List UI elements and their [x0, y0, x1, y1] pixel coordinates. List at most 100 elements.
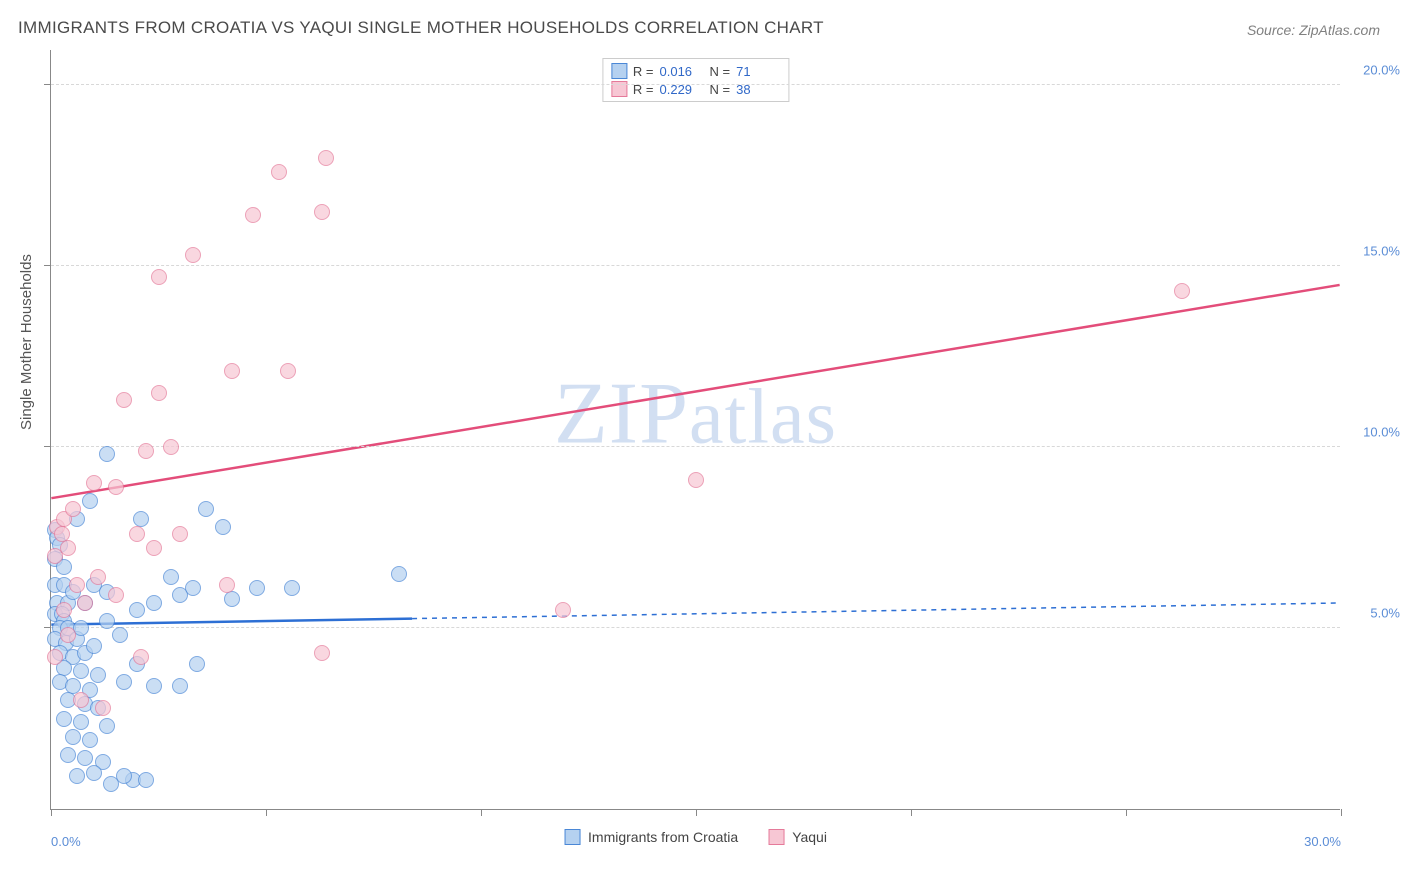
data-point: [185, 580, 201, 596]
data-point: [82, 732, 98, 748]
data-point: [108, 587, 124, 603]
gridline-h: [51, 265, 1340, 266]
data-point: [163, 569, 179, 585]
tick-x: [51, 809, 52, 816]
data-point: [688, 472, 704, 488]
x-tick-label: 30.0%: [1304, 834, 1341, 849]
legend-swatch: [768, 829, 784, 845]
stat-legend-box: R = 0.016 N = 71R =0.229N =38: [602, 58, 789, 102]
legend-label: Immigrants from Croatia: [588, 829, 738, 845]
data-point: [172, 526, 188, 542]
tick-x: [696, 809, 697, 816]
stat-legend-row: R =0.229N =38: [611, 80, 780, 98]
data-point: [116, 392, 132, 408]
data-point: [146, 678, 162, 694]
data-point: [90, 667, 106, 683]
data-point: [280, 363, 296, 379]
data-point: [391, 566, 407, 582]
data-point: [172, 678, 188, 694]
gridline-h: [51, 84, 1340, 85]
regression-line-dashed: [412, 603, 1340, 619]
tick-x: [1126, 809, 1127, 816]
source-label: Source: ZipAtlas.com: [1247, 22, 1380, 38]
tick-y: [44, 265, 51, 266]
tick-x: [1341, 809, 1342, 816]
data-point: [318, 150, 334, 166]
data-point: [224, 363, 240, 379]
data-point: [60, 747, 76, 763]
data-point: [245, 207, 261, 223]
data-point: [138, 443, 154, 459]
data-point: [116, 768, 132, 784]
data-point: [47, 548, 63, 564]
data-point: [112, 627, 128, 643]
legend-item: Immigrants from Croatia: [564, 829, 738, 845]
data-point: [185, 247, 201, 263]
data-point: [138, 772, 154, 788]
data-point: [99, 446, 115, 462]
legend-swatch: [564, 829, 580, 845]
tick-x: [266, 809, 267, 816]
data-point: [90, 569, 106, 585]
data-point: [69, 577, 85, 593]
regression-line-solid: [51, 285, 1339, 498]
data-point: [219, 577, 235, 593]
y-tick-label: 20.0%: [1363, 63, 1400, 78]
data-point: [86, 765, 102, 781]
tick-y: [44, 627, 51, 628]
data-point: [108, 479, 124, 495]
tick-y: [44, 84, 51, 85]
data-point: [314, 204, 330, 220]
data-point: [86, 475, 102, 491]
data-point: [56, 711, 72, 727]
data-point: [146, 595, 162, 611]
data-point: [77, 750, 93, 766]
data-point: [73, 714, 89, 730]
data-point: [82, 493, 98, 509]
data-point: [224, 591, 240, 607]
stat-r-value: 0.016: [660, 64, 704, 79]
gridline-h: [51, 446, 1340, 447]
data-point: [249, 580, 265, 596]
data-point: [65, 501, 81, 517]
data-point: [73, 692, 89, 708]
data-point: [73, 663, 89, 679]
tick-x: [911, 809, 912, 816]
y-axis-title: Single Mother Households: [18, 254, 35, 430]
data-point: [133, 649, 149, 665]
data-point: [99, 718, 115, 734]
y-tick-label: 10.0%: [1363, 425, 1400, 440]
chart-title: IMMIGRANTS FROM CROATIA VS YAQUI SINGLE …: [18, 18, 824, 38]
data-point: [69, 768, 85, 784]
regression-lines-layer: [51, 50, 1340, 809]
y-tick-label: 5.0%: [1370, 606, 1400, 621]
chart-container: IMMIGRANTS FROM CROATIA VS YAQUI SINGLE …: [0, 0, 1406, 892]
data-point: [47, 649, 63, 665]
data-point: [77, 595, 93, 611]
series-legend: Immigrants from Croatia Yaqui: [564, 829, 827, 845]
data-point: [189, 656, 205, 672]
data-point: [56, 602, 72, 618]
tick-y: [44, 446, 51, 447]
x-tick-label: 0.0%: [51, 834, 81, 849]
stat-n-key: N =: [710, 64, 731, 79]
data-point: [99, 613, 115, 629]
data-point: [271, 164, 287, 180]
data-point: [60, 627, 76, 643]
stat-r-key: R =: [633, 64, 654, 79]
legend-swatch: [611, 63, 627, 79]
watermark: ZIPatlas: [554, 364, 837, 465]
tick-x: [481, 809, 482, 816]
data-point: [116, 674, 132, 690]
stat-legend-row: R = 0.016 N = 71: [611, 62, 780, 80]
y-tick-label: 15.0%: [1363, 244, 1400, 259]
legend-item: Yaqui: [768, 829, 827, 845]
plot-area: ZIPatlas R =0.016N =71R =0.229N =38 Immi…: [50, 50, 1340, 810]
data-point: [1174, 283, 1190, 299]
data-point: [151, 385, 167, 401]
data-point: [129, 526, 145, 542]
data-point: [65, 729, 81, 745]
data-point: [555, 602, 571, 618]
stat-n-value: 71: [736, 64, 780, 79]
data-point: [95, 700, 111, 716]
